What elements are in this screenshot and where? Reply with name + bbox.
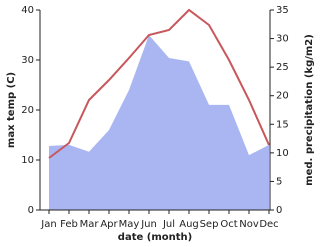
y2-tick-label: 0 bbox=[276, 205, 282, 216]
y2-tick-label: 20 bbox=[276, 91, 289, 102]
x-tick-label: Mar bbox=[80, 219, 100, 230]
precipitation-area bbox=[49, 35, 269, 211]
x-tick-label: Dec bbox=[259, 219, 278, 230]
y2-tick-label: 30 bbox=[276, 34, 289, 45]
y-axis-label: max temp (C) bbox=[6, 72, 17, 148]
x-tick-label: Feb bbox=[60, 219, 78, 230]
y2-tick-label: 10 bbox=[276, 148, 289, 159]
y-tick-label: 20 bbox=[21, 105, 34, 116]
x-tick-label: May bbox=[119, 219, 140, 230]
x-tick-label: Apr bbox=[100, 219, 118, 230]
x-tick-label: Oct bbox=[220, 219, 237, 230]
y2-axis-label: med. precipitation (kg/m2) bbox=[304, 34, 315, 186]
y2-tick-label: 25 bbox=[276, 62, 289, 73]
y-tick-label: 10 bbox=[21, 155, 34, 166]
y-tick-label: 30 bbox=[21, 55, 34, 66]
x-tick-label: Jul bbox=[162, 219, 175, 230]
x-tick-label: Nov bbox=[239, 219, 259, 230]
y2-tick-label: 15 bbox=[276, 119, 289, 130]
x-tick-label: Jun bbox=[140, 219, 157, 230]
y-tick-label: 40 bbox=[21, 5, 34, 16]
x-axis-label: date (month) bbox=[118, 232, 192, 243]
y2-tick-label: 35 bbox=[276, 5, 289, 16]
x-tick-label: Aug bbox=[179, 219, 199, 230]
x-tick-label: Jan bbox=[40, 219, 56, 230]
y2-tick-label: 5 bbox=[276, 176, 282, 187]
y-tick-label: 0 bbox=[28, 205, 34, 216]
temperature-line bbox=[48, 8, 270, 159]
x-tick-label: Sep bbox=[200, 219, 219, 230]
